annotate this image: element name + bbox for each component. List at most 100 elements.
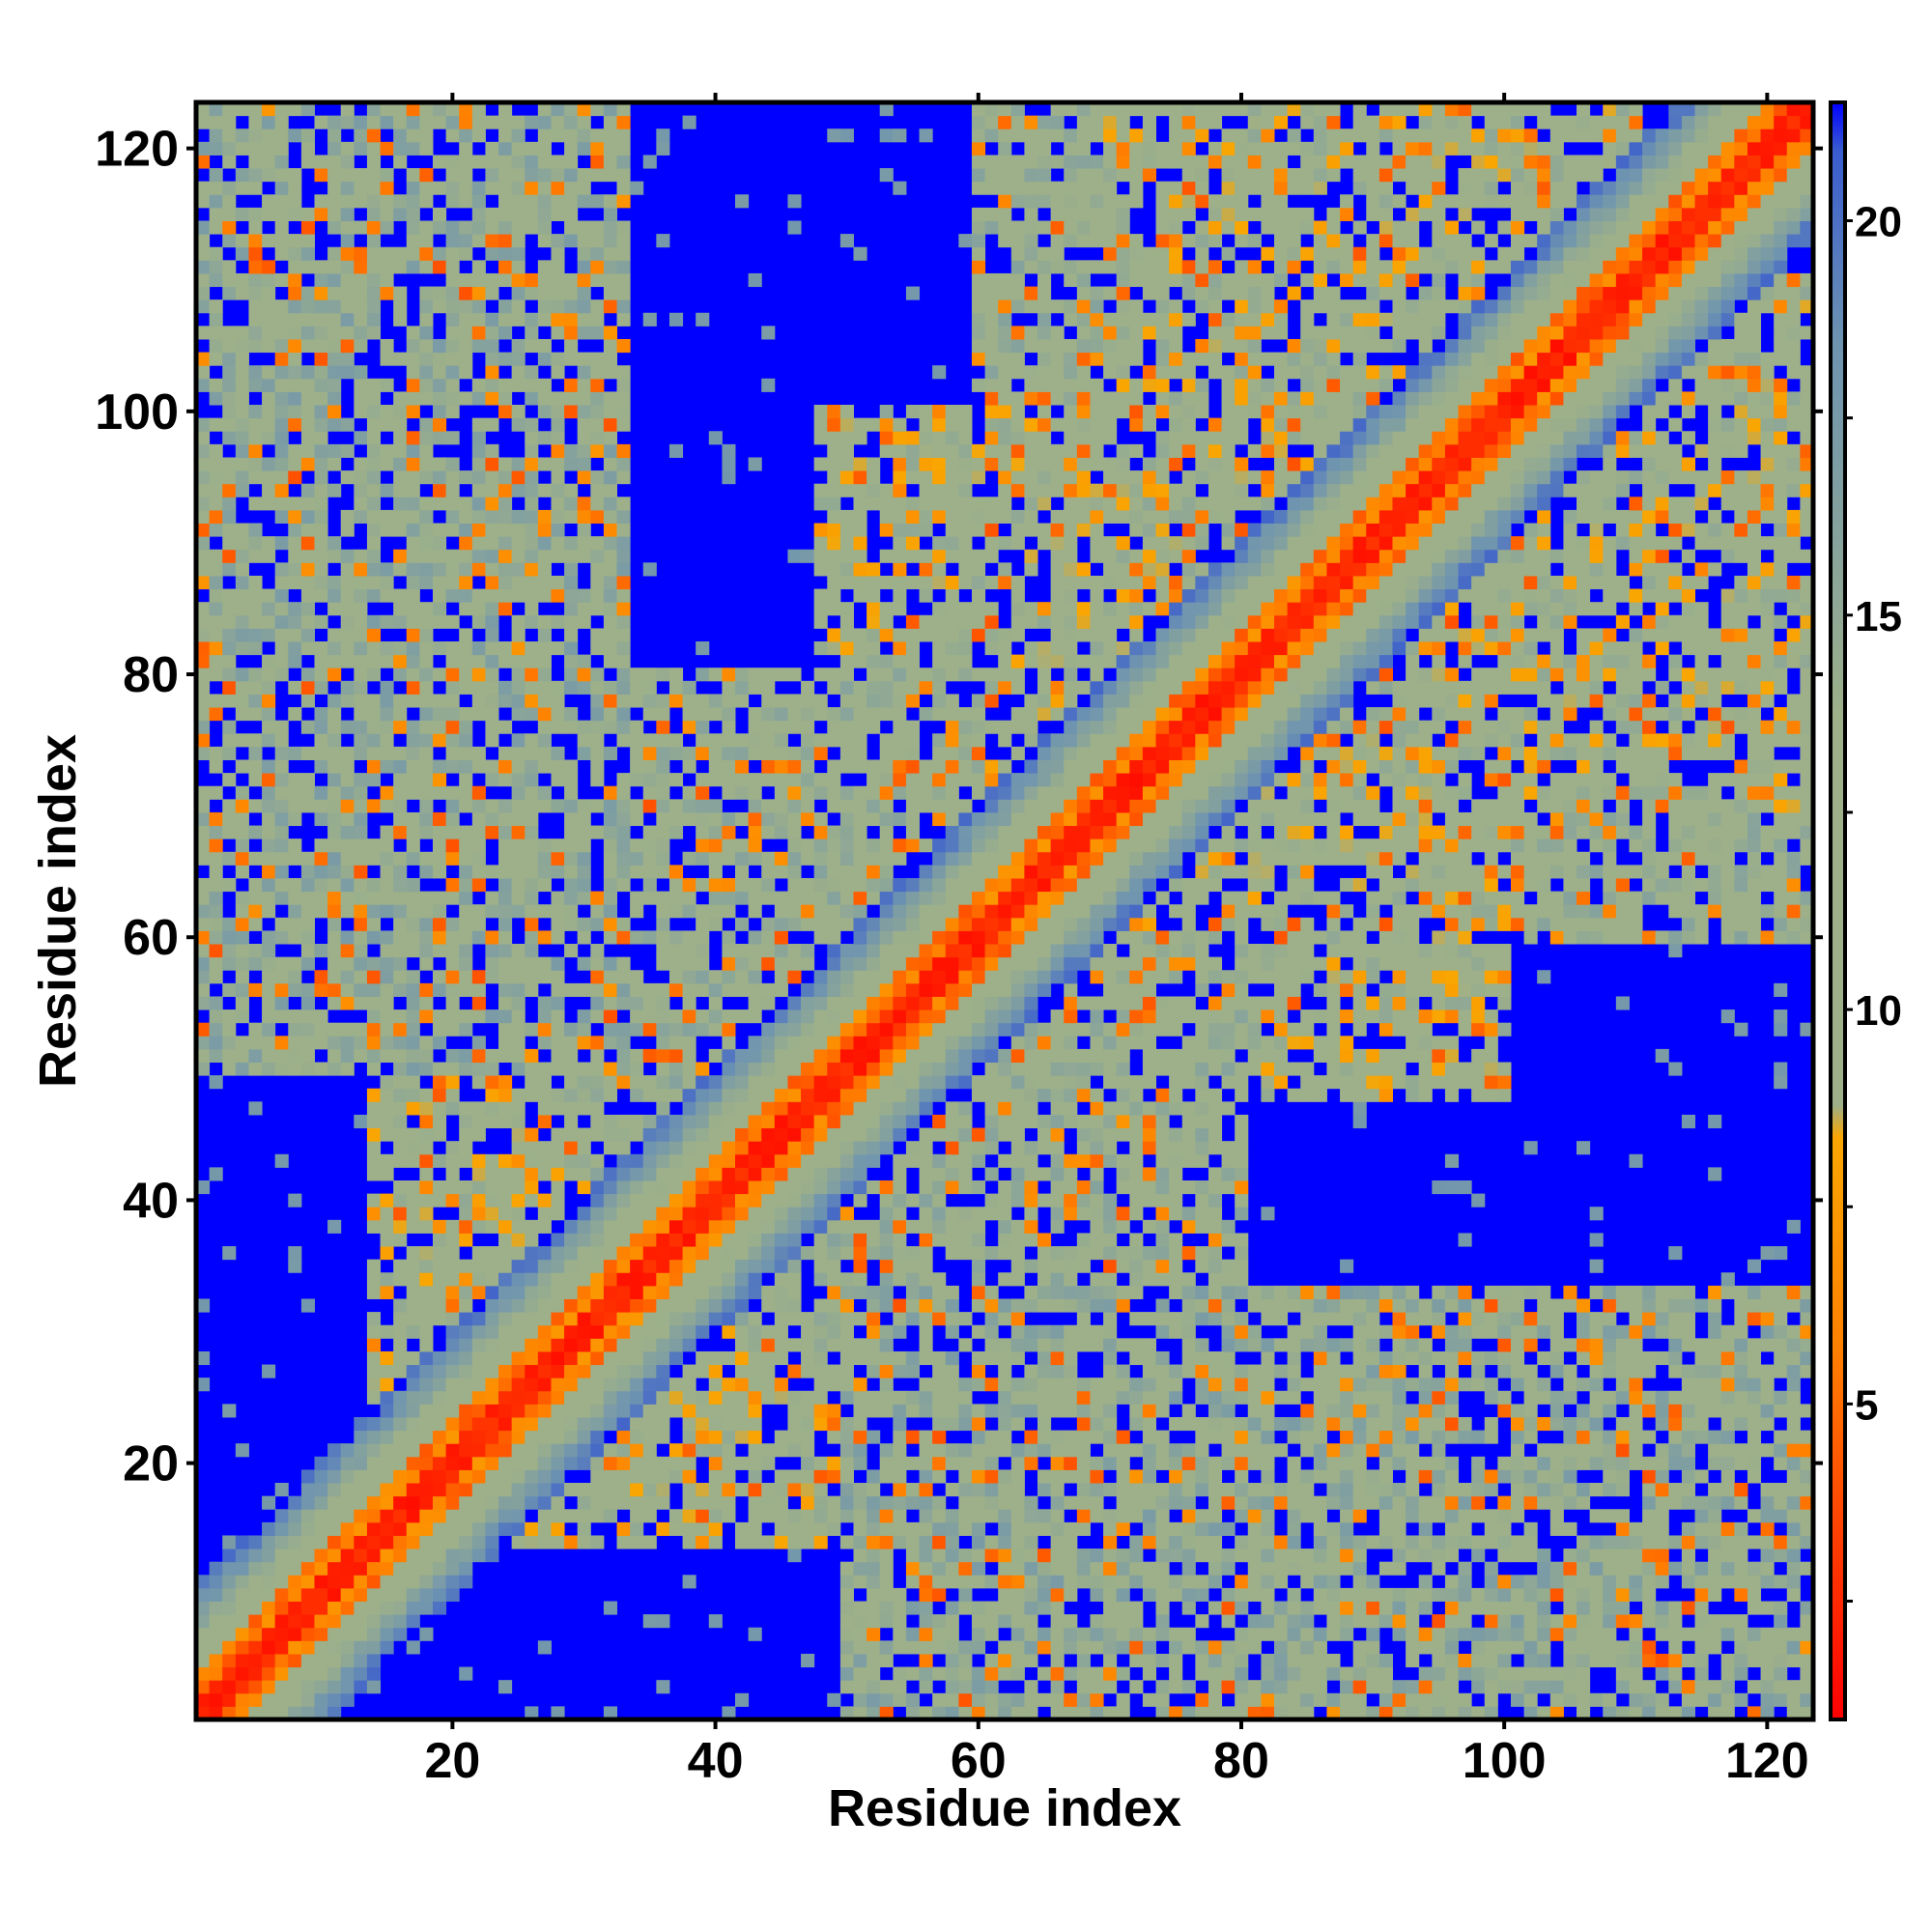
heatmap-cell — [419, 733, 434, 748]
heatmap-cell — [656, 1680, 670, 1694]
heatmap-cell — [867, 614, 881, 629]
heatmap-cell — [300, 365, 315, 380]
heatmap-cell — [314, 707, 328, 722]
heatmap-cell — [813, 1048, 828, 1064]
heatmap-cell — [577, 536, 591, 551]
heatmap-cell — [537, 1036, 552, 1050]
heatmap-cell — [274, 1535, 289, 1549]
heatmap-cell — [393, 811, 408, 827]
heatmap-cell — [958, 956, 973, 971]
heatmap-cell — [511, 299, 526, 314]
heatmap-cell — [945, 1022, 959, 1037]
heatmap-cell — [919, 1575, 933, 1589]
heatmap-cell — [222, 470, 237, 485]
heatmap-cell — [774, 1443, 788, 1458]
heatmap-cell — [603, 1298, 618, 1313]
heatmap-cell — [656, 1233, 670, 1247]
heatmap-cell — [787, 891, 802, 905]
heatmap-cell — [656, 759, 670, 774]
heatmap-cell — [406, 1324, 420, 1339]
heatmap-cell — [288, 851, 302, 866]
heatmap-cell — [603, 628, 618, 642]
heatmap-cell — [642, 1350, 657, 1366]
heatmap-cell — [222, 220, 237, 235]
heatmap-cell — [879, 1180, 894, 1195]
heatmap-cell — [551, 181, 565, 195]
heatmap-cell — [919, 956, 933, 971]
heatmap-cell — [498, 694, 513, 708]
heatmap-cell — [603, 904, 618, 919]
heatmap-cell — [945, 707, 959, 722]
heatmap-cell — [827, 509, 841, 525]
heatmap-cell — [274, 1666, 289, 1681]
heatmap-cell — [432, 575, 447, 590]
heatmap-cell — [498, 1312, 513, 1326]
heatmap-cell — [984, 1601, 999, 1615]
heatmap-cell — [209, 865, 223, 879]
heatmap-cell — [853, 1390, 867, 1405]
heatmap-cell — [432, 891, 447, 905]
heatmap-cell — [498, 1509, 513, 1523]
heatmap-cell — [708, 838, 723, 853]
heatmap-cell — [867, 1430, 881, 1444]
heatmap-cell — [919, 1561, 933, 1576]
heatmap-cell — [314, 470, 328, 485]
heatmap-cell — [945, 1036, 959, 1050]
heatmap-cell — [196, 970, 211, 984]
heatmap-cell — [590, 1338, 605, 1352]
heatmap-cell — [393, 641, 408, 656]
heatmap-cell — [708, 865, 723, 879]
heatmap-cell — [867, 1614, 881, 1629]
heatmap-cell — [498, 272, 513, 288]
heatmap-cell — [696, 1312, 710, 1326]
heatmap-cell — [958, 733, 973, 748]
heatmap-cell — [393, 1404, 408, 1418]
heatmap-cell — [853, 1430, 867, 1444]
heatmap-cell — [537, 405, 552, 419]
heatmap-cell — [668, 1048, 684, 1064]
heatmap-cell — [262, 417, 276, 432]
heatmap-cell — [340, 1640, 355, 1655]
heatmap-cell — [222, 720, 237, 734]
heatmap-cell — [984, 956, 999, 971]
heatmap-cell — [919, 917, 933, 931]
heatmap-cell — [813, 1509, 828, 1523]
heatmap-cell — [354, 1022, 368, 1037]
heatmap-cell — [971, 128, 986, 143]
heatmap-cell — [551, 1535, 565, 1549]
heatmap-cell — [893, 1036, 907, 1050]
heatmap-cell — [327, 1666, 342, 1681]
heatmap-cell — [668, 1324, 684, 1339]
heatmap-cell — [485, 1324, 499, 1339]
heatmap-cell — [722, 443, 736, 458]
heatmap-cell — [406, 1180, 420, 1195]
heatmap-cell — [958, 811, 973, 827]
heatmap-cell — [366, 838, 382, 853]
heatmap-cell — [248, 588, 263, 603]
heatmap-cell — [984, 930, 999, 945]
heatmap-cell — [748, 1312, 762, 1326]
heatmap-cell — [262, 286, 276, 300]
heatmap-cell — [905, 877, 921, 893]
heatmap-cell — [274, 759, 289, 774]
heatmap-cell — [787, 1521, 802, 1536]
heatmap-cell — [511, 1483, 526, 1497]
heatmap-cell — [801, 1022, 815, 1037]
heatmap-cell — [459, 128, 473, 143]
heatmap-cell — [839, 970, 854, 984]
heatmap-cell — [327, 1495, 342, 1510]
heatmap-cell — [300, 246, 315, 261]
heatmap-cell — [827, 1114, 841, 1129]
heatmap-cell — [525, 877, 539, 893]
heatmap-cell — [642, 996, 657, 1010]
heatmap-cell — [419, 115, 434, 129]
heatmap-cell — [551, 865, 565, 879]
heatmap-cell — [839, 720, 854, 734]
heatmap-cell — [564, 982, 579, 997]
heatmap-cell — [590, 378, 605, 392]
heatmap-cell — [366, 509, 382, 525]
heatmap-cell — [393, 1443, 408, 1458]
heatmap-cell — [288, 1561, 302, 1576]
heatmap-cell — [603, 575, 618, 590]
heatmap-cell — [511, 851, 526, 866]
